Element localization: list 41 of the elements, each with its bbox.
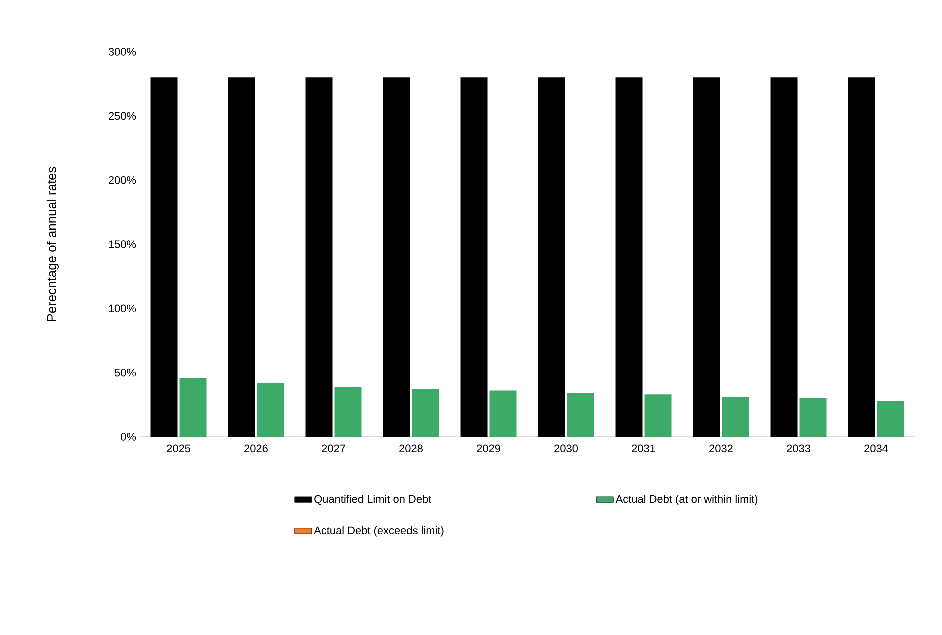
- legend-label: Actual Debt (exceeds limit): [314, 526, 444, 537]
- bar: [567, 393, 594, 437]
- y-tick-label: 0%: [121, 433, 136, 441]
- bar: [616, 78, 643, 437]
- y-tick-label: 250%: [109, 112, 136, 120]
- bar: [180, 378, 207, 437]
- y-tick-label: 100%: [109, 304, 136, 313]
- x-tick-label: 2026: [244, 444, 268, 453]
- legend-label: Quantified Limit on Debt: [314, 495, 432, 506]
- x-tick-label: 2028: [400, 444, 423, 453]
- bar: [306, 78, 333, 437]
- bar: [770, 78, 798, 437]
- bar: [722, 397, 750, 437]
- x-tick-label: 2029: [477, 444, 500, 453]
- bar: [693, 78, 720, 437]
- x-tick-label: 2034: [864, 444, 888, 453]
- legend-label: Actual Debt (at or within limit): [616, 495, 758, 506]
- bar: [848, 78, 876, 437]
- bar: [460, 78, 488, 437]
- bar: [228, 78, 256, 437]
- y-axis-title: Perecntage of annual rates: [46, 167, 59, 322]
- bar: [257, 383, 284, 437]
- bar: [334, 386, 362, 437]
- x-tick-label: 2031: [632, 444, 656, 453]
- bar: [412, 390, 440, 437]
- y-tick-label: 200%: [109, 176, 136, 184]
- bar: [383, 78, 410, 437]
- y-tick-label: 150%: [109, 240, 136, 248]
- bar: [490, 390, 517, 437]
- x-tick-label: 2025: [167, 444, 190, 453]
- bar: [800, 398, 827, 437]
- bar: [150, 78, 178, 437]
- bar: [877, 401, 904, 437]
- bar: [644, 394, 672, 437]
- y-tick-label: 300%: [108, 48, 136, 56]
- x-tick-label: 2032: [710, 444, 733, 453]
- bar: [538, 78, 566, 437]
- x-tick-label: 2030: [554, 444, 578, 453]
- x-tick-label: 2027: [322, 444, 346, 453]
- x-tick-label: 2033: [787, 444, 810, 453]
- y-tick-label: 50%: [114, 368, 136, 377]
